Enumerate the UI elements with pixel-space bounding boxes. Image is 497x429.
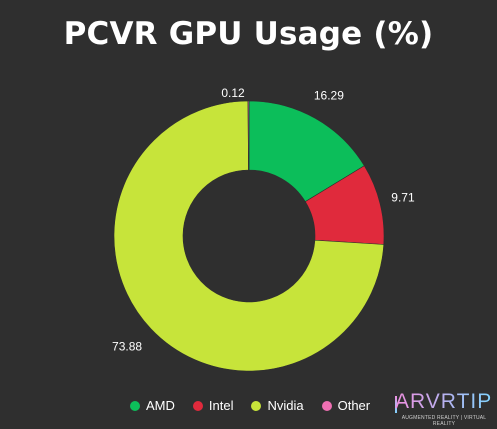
legend-swatch-nvidia xyxy=(251,400,262,411)
slice-nvidia[interactable] xyxy=(113,100,385,372)
slice-other[interactable] xyxy=(247,100,250,171)
legend-label-intel: Intel xyxy=(208,398,234,413)
legend-swatch-other xyxy=(321,400,332,411)
chart-title: PCVR GPU Usage (%) xyxy=(63,16,434,52)
data-label-intel: 9.71 xyxy=(391,190,415,204)
arvrtips-logo: ARVRTIPS AUGMENTED REALITY | VIRTUAL REA… xyxy=(395,390,497,427)
legend-item-other[interactable]: Other xyxy=(321,398,371,413)
legend-item-amd[interactable]: AMD xyxy=(130,398,175,413)
legend-item-nvidia[interactable]: Nvidia xyxy=(251,398,304,413)
legend-item-intel[interactable]: Intel xyxy=(192,398,234,413)
legend-swatch-amd xyxy=(130,400,140,411)
legend: AMD Intel Nvidia Other xyxy=(130,398,370,413)
legend-label-amd: AMD xyxy=(146,398,175,413)
data-label-nvidia: 73.88 xyxy=(112,340,142,354)
logo-wordmark: ARVRTIPS xyxy=(395,390,497,413)
legend-label-other: Other xyxy=(337,398,371,413)
legend-swatch-intel xyxy=(192,400,203,411)
slice-amd[interactable] xyxy=(248,100,365,203)
data-label-amd: 16.29 xyxy=(314,89,344,103)
logo-tagline: AUGMENTED REALITY | VIRTUAL REALITY xyxy=(401,415,487,427)
data-label-other: 0.12 xyxy=(221,86,245,100)
legend-label-nvidia: Nvidia xyxy=(267,398,304,413)
logo-accent-bar xyxy=(395,396,397,413)
